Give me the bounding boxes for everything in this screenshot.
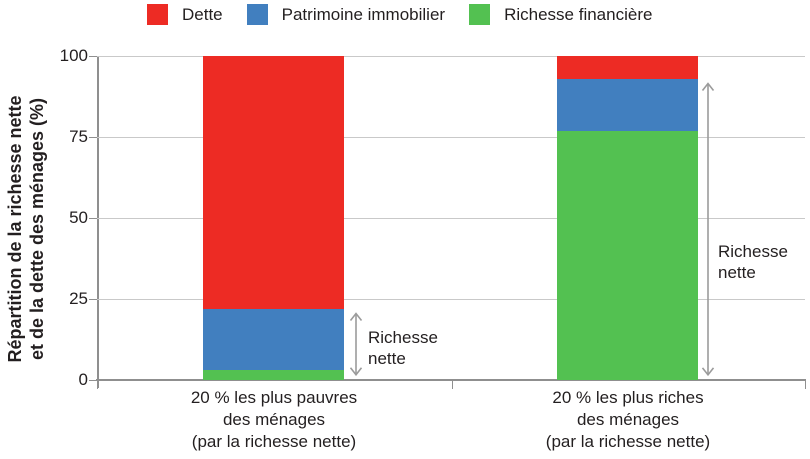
legend-label-patrimoine: Patrimoine immobilier	[281, 5, 446, 24]
y-tick-label-0: 0	[78, 370, 88, 389]
bar-1-segment-dette	[557, 56, 698, 79]
bar-0-segment-dette	[203, 56, 344, 309]
y-tick-50	[89, 217, 97, 219]
y-tick-25	[89, 298, 97, 300]
x-tick-2	[804, 381, 806, 389]
y-tick-label-25: 25	[69, 289, 88, 308]
x-tick-1	[451, 381, 453, 389]
x-axis-line	[96, 379, 806, 381]
net-worth-arrow-poorest-icon	[349, 311, 363, 376]
y-tick-label-100: 100	[59, 46, 88, 65]
y-tick-0	[89, 379, 97, 381]
x-label-richest-line2: des ménages	[576, 410, 680, 429]
legend-item-richesse-financiere: Richesse financière	[469, 4, 652, 25]
x-label-richest-20: 20 % les plus riches des ménages (par la…	[498, 387, 758, 453]
net-worth-annotation-richest-line1: Richesse	[718, 242, 788, 261]
x-label-poorest-line1: 20 % les plus pauvres	[190, 388, 358, 407]
y-tick-label-75: 75	[69, 127, 88, 146]
x-label-richest-line3: (par la richesse nette)	[545, 432, 711, 451]
y-tick-75	[89, 136, 97, 138]
net-worth-annotation-poorest-line1: Richesse	[368, 328, 438, 347]
x-label-richest-line1: 20 % les plus riches	[552, 388, 704, 407]
x-label-poorest-20: 20 % les plus pauvres des ménages (par l…	[144, 387, 404, 453]
legend-item-dette: Dette	[147, 4, 223, 25]
legend-label-dette: Dette	[182, 5, 223, 24]
gridline-75	[97, 136, 805, 138]
y-axis-title-line2: et de la dette des ménages (%)	[27, 97, 47, 361]
bar-0-segment-richesse-financiere	[203, 370, 344, 380]
y-tick-label-50: 50	[69, 208, 88, 227]
plot-area	[97, 55, 805, 380]
x-tick-0	[96, 381, 98, 389]
bar-0-segment-patrimoine-immobilier	[203, 308, 344, 371]
legend-item-patrimoine-immobilier: Patrimoine immobilier	[246, 4, 446, 25]
bar-1-segment-patrimoine-immobilier	[557, 78, 698, 131]
net-worth-arrow-richest-icon	[701, 81, 715, 376]
legend: Dette Patrimoine immobilier Richesse fin…	[147, 4, 652, 25]
gridline-100	[97, 55, 805, 57]
bar-1-segment-richesse-financiere	[557, 130, 698, 380]
net-worth-annotation-richest: Richesse nette	[718, 241, 788, 283]
gridline-25	[97, 298, 805, 300]
y-axis-title: Répartition de la richesse nette et de l…	[4, 64, 48, 394]
gridline-50	[97, 217, 805, 219]
y-tick-100	[89, 55, 97, 57]
legend-swatch-dette-icon	[147, 4, 168, 25]
y-axis-title-line1: Répartition de la richesse nette	[5, 95, 25, 363]
x-label-poorest-line3: (par la richesse nette)	[191, 432, 357, 451]
legend-swatch-richesse-icon	[469, 4, 491, 25]
x-label-poorest-line2: des ménages	[222, 410, 326, 429]
legend-label-richesse: Richesse financière	[504, 5, 653, 24]
net-worth-annotation-poorest-line2: nette	[368, 349, 406, 368]
y-axis-line	[97, 56, 99, 388]
net-worth-annotation-poorest: Richesse nette	[368, 327, 438, 369]
legend-swatch-patrimoine-icon	[246, 4, 268, 25]
net-worth-annotation-richest-line2: nette	[718, 263, 756, 282]
